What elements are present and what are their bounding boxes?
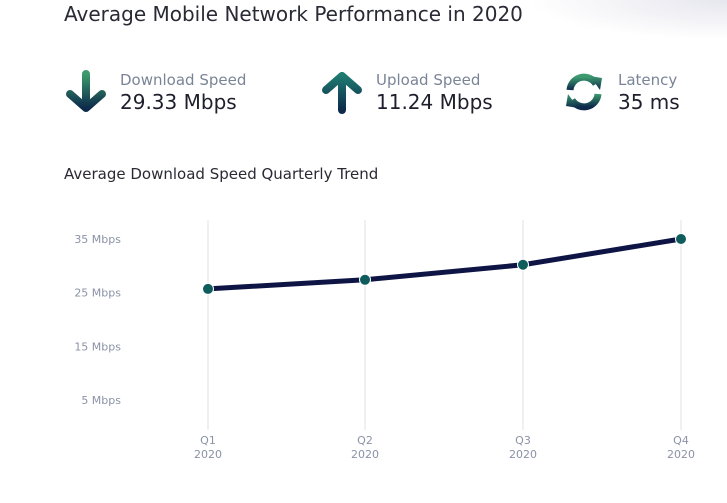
stat-upload: Upload Speed 11.24 Mbps bbox=[320, 70, 493, 114]
page-title: Average Mobile Network Performance in 20… bbox=[64, 2, 523, 26]
y-tick-label: 35 Mbps bbox=[74, 233, 121, 246]
x-tick-label: Q4 bbox=[673, 434, 689, 447]
x-tick-label-year: 2020 bbox=[351, 448, 379, 461]
x-tick-label-year: 2020 bbox=[194, 448, 222, 461]
stat-download: Download Speed 29.33 Mbps bbox=[64, 70, 246, 114]
arrow-up-icon bbox=[322, 72, 362, 114]
x-tick-label-year: 2020 bbox=[667, 448, 695, 461]
data-point bbox=[675, 233, 687, 245]
stat-value: 11.24 Mbps bbox=[376, 89, 493, 114]
background-decoration bbox=[527, 0, 727, 40]
x-tick-label: Q2 bbox=[357, 434, 373, 447]
x-tick-label: Q3 bbox=[515, 434, 531, 447]
data-point bbox=[517, 258, 529, 271]
stat-label: Latency bbox=[618, 70, 678, 89]
x-tick-label-year: 2020 bbox=[509, 448, 537, 461]
stat-label: Download Speed bbox=[120, 70, 247, 89]
refresh-icon bbox=[566, 73, 602, 111]
y-tick-label: 25 Mbps bbox=[74, 287, 121, 300]
stat-latency: Latency 35 ms bbox=[562, 70, 680, 114]
y-tick-label: 5 Mbps bbox=[81, 394, 121, 407]
arrow-down-icon bbox=[66, 70, 106, 112]
chart-title: Average Download Speed Quarterly Trend bbox=[64, 165, 379, 183]
stat-value: 35 ms bbox=[618, 89, 680, 114]
stat-label: Upload Speed bbox=[376, 70, 481, 89]
x-tick-label: Q1 bbox=[200, 434, 216, 447]
data-point bbox=[359, 273, 371, 286]
series-line bbox=[207, 236, 682, 292]
data-point bbox=[202, 282, 214, 295]
y-tick-label: 15 Mbps bbox=[74, 340, 121, 353]
stat-value: 29.33 Mbps bbox=[120, 89, 237, 114]
